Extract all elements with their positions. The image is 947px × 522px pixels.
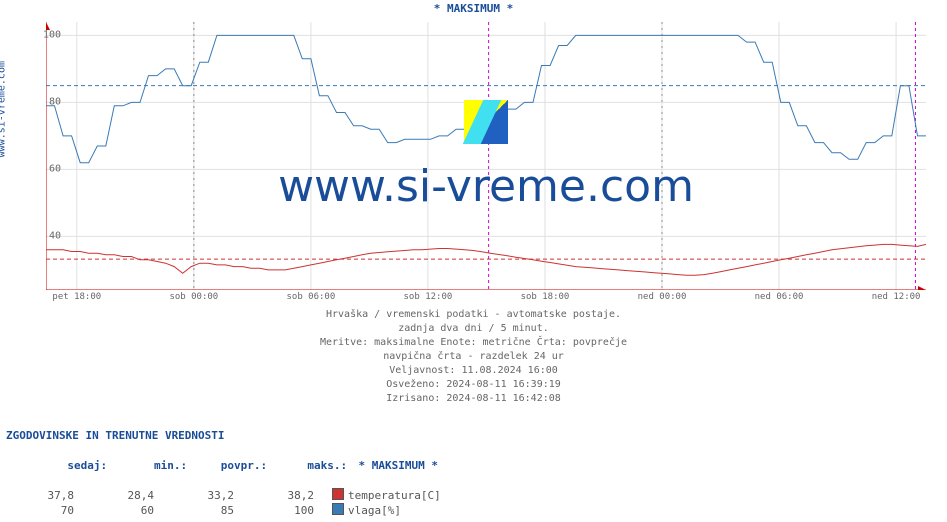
x-tick-label: sob 12:00 xyxy=(404,292,453,302)
legend-swatch-icon xyxy=(332,488,344,500)
y-tick-label: 80 xyxy=(49,97,61,108)
hdr-min: min. xyxy=(154,459,181,472)
x-tick-label: ned 06:00 xyxy=(755,292,804,302)
chart-title: * MAKSIMUM * xyxy=(0,2,947,15)
stats-header-row: sedaj:min.:povpr.:maks.:* MAKSIMUM * xyxy=(6,443,441,488)
chart-footer: Hrvaška / vremenski podatki - avtomatske… xyxy=(0,308,947,406)
footer-line-7: Izrisano: 2024-08-11 16:42:08 xyxy=(0,392,947,406)
plot-svg xyxy=(46,22,926,290)
hdr-name: * MAKSIMUM * xyxy=(359,458,438,473)
hdr-avg: povpr. xyxy=(221,459,261,472)
footer-line-5: Veljavnost: 11.08.2024 16:00 xyxy=(0,364,947,378)
x-tick-label: pet 18:00 xyxy=(52,292,101,302)
stats-row: 706085100vlaga[%] xyxy=(6,503,441,518)
hdr-max: maks. xyxy=(307,459,340,472)
stats-title: ZGODOVINSKE IN TRENUTNE VREDNOSTI xyxy=(6,428,441,443)
x-tick-label: sob 06:00 xyxy=(286,292,335,302)
footer-line-2: zadnja dva dni / 5 minut. xyxy=(0,322,947,336)
stats-row: 37,828,433,238,2temperatura[C] xyxy=(6,488,441,503)
hdr-now: sedaj xyxy=(67,459,100,472)
y-tick-label: 40 xyxy=(49,231,61,242)
chart-container: * MAKSIMUM * www.si-vreme.com www.si-vre… xyxy=(0,0,947,400)
footer-line-4: navpična črta - razdelek 24 ur xyxy=(0,350,947,364)
footer-line-3: Meritve: maksimalne Enote: metrične Črta… xyxy=(0,336,947,350)
stats-rows: 37,828,433,238,2temperatura[C]706085100v… xyxy=(6,488,441,518)
x-tick-label: sob 18:00 xyxy=(521,292,570,302)
x-tick-label: ned 12:00 xyxy=(872,292,921,302)
y-axis-label: www.si-vreme.com xyxy=(0,61,8,157)
x-tick-label: ned 00:00 xyxy=(638,292,687,302)
y-tick-label: 100 xyxy=(43,30,61,41)
legend-swatch-icon xyxy=(332,503,344,515)
stats-block: ZGODOVINSKE IN TRENUTNE VREDNOSTI sedaj:… xyxy=(6,428,441,518)
footer-line-6: Osveženo: 2024-08-11 16:39:19 xyxy=(0,378,947,392)
footer-line-1: Hrvaška / vremenski podatki - avtomatske… xyxy=(0,308,947,322)
plot-area: www.si-vreme.com xyxy=(46,22,926,290)
x-tick-label: sob 00:00 xyxy=(169,292,218,302)
y-tick-label: 60 xyxy=(49,164,61,175)
